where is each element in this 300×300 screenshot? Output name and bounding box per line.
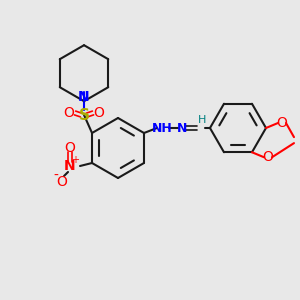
Text: N: N <box>64 159 76 173</box>
Text: H: H <box>198 115 206 125</box>
Text: +: + <box>71 155 79 165</box>
Text: O: O <box>64 106 74 120</box>
Text: -: - <box>54 169 58 183</box>
Text: N: N <box>177 122 187 134</box>
Text: N: N <box>78 90 90 104</box>
Text: O: O <box>64 141 76 155</box>
Text: S: S <box>79 107 89 122</box>
Text: O: O <box>57 175 68 189</box>
Text: NH: NH <box>152 122 172 134</box>
Text: O: O <box>277 116 287 130</box>
Text: O: O <box>94 106 104 120</box>
Text: O: O <box>262 150 273 164</box>
